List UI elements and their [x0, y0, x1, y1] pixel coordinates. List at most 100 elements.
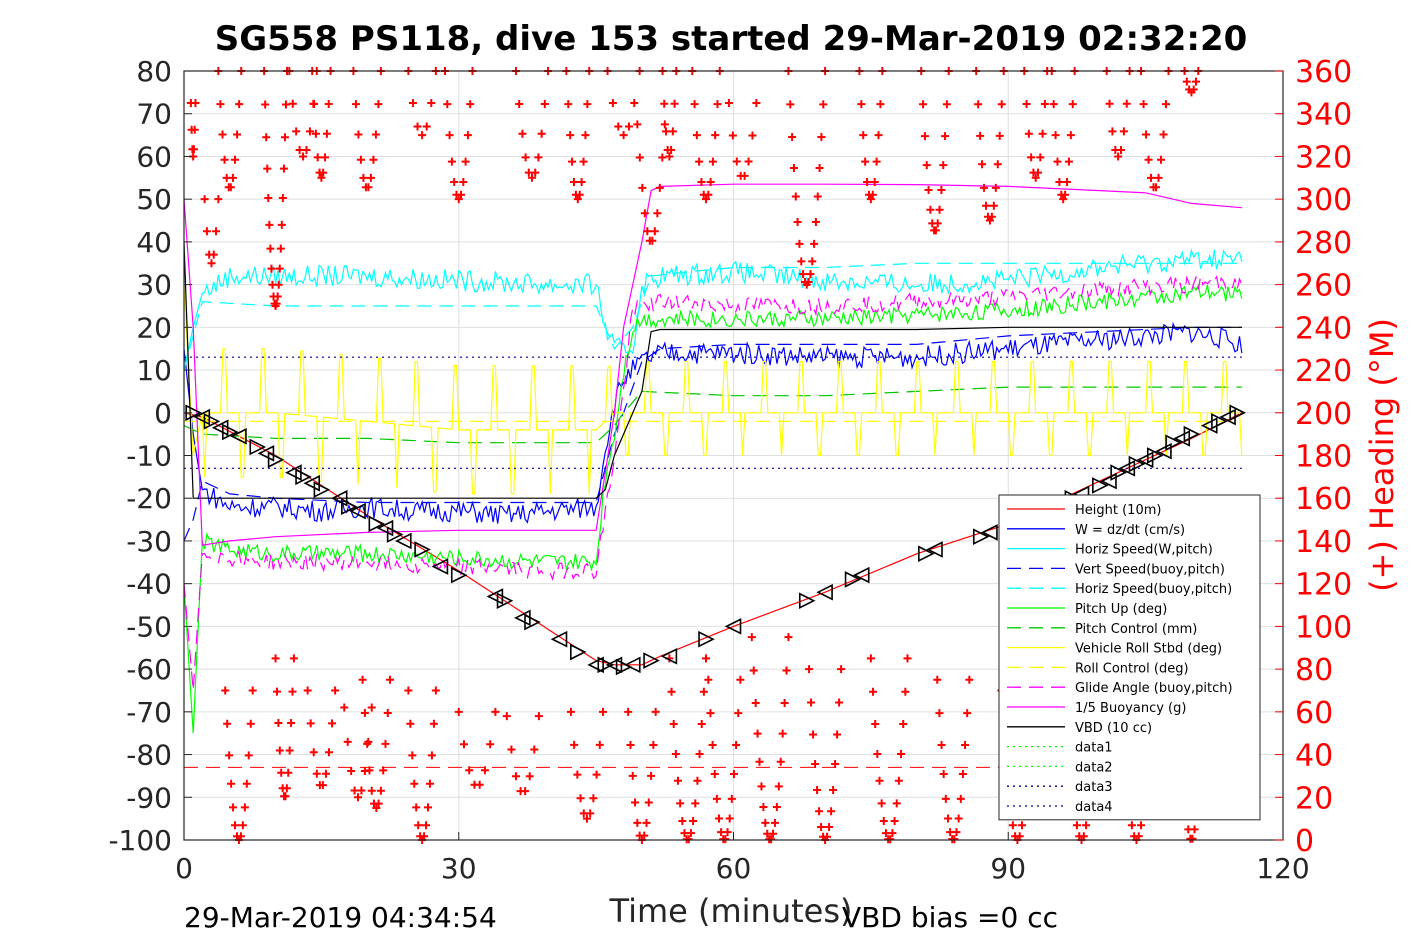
heading-marker	[534, 712, 543, 721]
heading-marker	[1162, 100, 1171, 109]
heading-marker	[1192, 77, 1200, 86]
heading-marker	[810, 239, 819, 248]
depth-triangle	[816, 583, 833, 601]
heading-marker	[874, 131, 883, 140]
heading-marker	[275, 264, 284, 273]
heading-marker	[276, 244, 285, 253]
depth-triangle	[341, 498, 358, 516]
heading-marker	[729, 769, 738, 778]
heading-marker	[412, 803, 421, 812]
heading-marker	[817, 133, 826, 142]
heading-marker	[248, 686, 257, 695]
heading-marker	[277, 768, 286, 777]
heading-marker	[806, 270, 815, 279]
heading-marker	[879, 816, 888, 825]
heading-marker	[1049, 100, 1058, 109]
heading-marker	[813, 192, 822, 201]
heading-marker	[924, 186, 933, 195]
heading-marker	[1144, 155, 1153, 164]
heading-marker	[861, 157, 870, 166]
heading-marker	[579, 157, 588, 166]
depth-triangle	[267, 451, 285, 469]
depth-triangle	[221, 423, 239, 441]
heading-marker	[229, 803, 238, 812]
heading-marker	[644, 798, 653, 807]
heading-marker	[319, 168, 328, 177]
depth-triangle	[660, 647, 678, 665]
heading-marker	[633, 818, 642, 827]
heading-marker	[1190, 825, 1199, 834]
heading-marker	[515, 100, 524, 109]
heading-marker	[263, 164, 272, 173]
heading-marker	[357, 786, 366, 795]
heading-marker	[277, 220, 286, 229]
heading-marker	[770, 818, 779, 827]
heading-marker	[933, 219, 942, 228]
footer-timestamp: 29-Mar-2019 04:34:54	[184, 901, 497, 934]
heading-marker	[350, 786, 359, 795]
heading-marker	[569, 177, 578, 186]
depth-triangle	[295, 468, 312, 486]
depth-triangle	[550, 630, 568, 648]
heading-marker	[1139, 100, 1148, 109]
heading-marker	[808, 257, 817, 266]
heading-marker	[570, 740, 579, 749]
heading-marker	[518, 129, 527, 138]
heading-marker	[980, 183, 989, 192]
heading-marker	[686, 829, 695, 838]
heading-marker	[748, 131, 757, 140]
heading-marker	[317, 173, 326, 182]
heading-marker	[1055, 177, 1064, 186]
heading-marker	[961, 740, 970, 749]
heading-marker	[643, 227, 652, 236]
heading-marker	[640, 831, 649, 840]
heading-marker	[714, 814, 723, 823]
depth-triangle	[844, 571, 862, 588]
depth-triangle	[368, 515, 386, 533]
heading-marker	[278, 194, 287, 203]
depth-triangle	[1092, 477, 1109, 494]
heading-marker	[649, 741, 658, 750]
heading-marker	[724, 99, 733, 108]
heading-marker	[697, 720, 706, 729]
heading-marker	[566, 707, 575, 716]
heading-marker	[897, 750, 906, 759]
heading-marker	[266, 244, 275, 253]
heading-marker	[274, 718, 283, 727]
legend-entry: Vehicle Roll Stbd (deg)	[1075, 642, 1222, 657]
heading-marker	[939, 769, 948, 778]
heading-marker	[322, 129, 331, 138]
heading-marker	[704, 190, 713, 199]
left-tick-label: -60	[126, 653, 172, 686]
heading-marker	[1034, 168, 1043, 177]
heading-marker	[271, 654, 280, 663]
right-tick-label: 100	[1295, 610, 1352, 645]
heading-marker	[769, 829, 778, 838]
heading-marker	[892, 799, 901, 808]
heading-marker	[292, 127, 301, 136]
left-tick-label: -50	[126, 610, 172, 643]
heading-marker	[642, 818, 651, 827]
heading-marker	[859, 131, 868, 140]
heading-marker	[200, 195, 209, 204]
heading-marker	[583, 100, 592, 109]
heading-marker	[202, 227, 211, 236]
heading-marker	[774, 782, 783, 791]
heading-marker	[285, 746, 294, 755]
right-tick-label: 220	[1295, 354, 1352, 389]
heading-marker	[1182, 77, 1191, 86]
legend-entry: data2	[1075, 760, 1113, 775]
heading-marker	[443, 100, 452, 109]
heading-marker	[427, 99, 436, 108]
heading-marker	[367, 703, 376, 712]
heading-marker	[284, 768, 293, 777]
heading-marker	[238, 821, 247, 830]
heading-marker	[189, 145, 198, 154]
heading-marker	[888, 829, 897, 838]
legend-entry: Horiz Speed(buoy,pitch)	[1075, 582, 1232, 597]
right-tick-label: 60	[1295, 696, 1333, 731]
heading-marker	[306, 719, 315, 728]
heading-marker	[312, 769, 321, 778]
heading-marker	[978, 160, 987, 169]
